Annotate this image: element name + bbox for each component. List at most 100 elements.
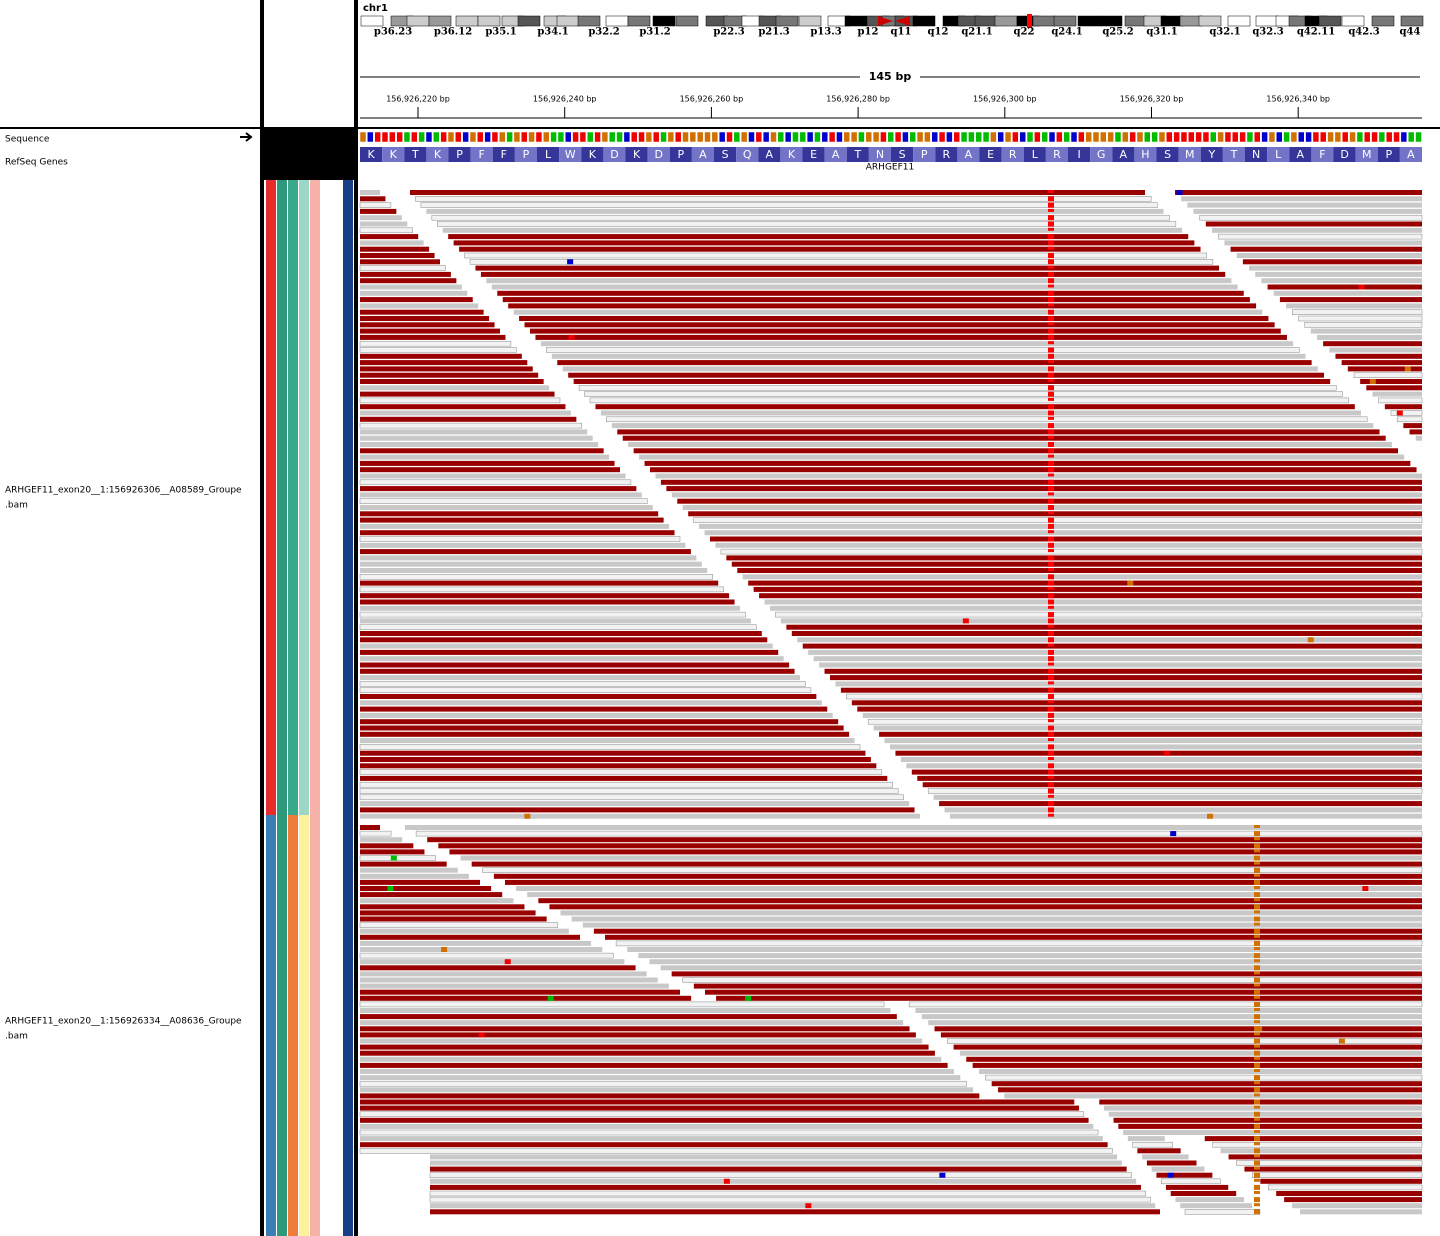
base — [586, 131, 594, 143]
mismatch — [1404, 366, 1411, 372]
read — [360, 668, 795, 674]
amino-acid — [1377, 147, 1400, 162]
read — [360, 511, 659, 517]
base — [990, 131, 997, 143]
amino-acid-label: P — [921, 148, 928, 161]
amino-acid-label: P — [523, 148, 530, 161]
variant — [1254, 1008, 1260, 1011]
base — [411, 131, 418, 143]
variant — [1048, 498, 1054, 504]
read — [549, 904, 1422, 910]
base — [403, 131, 411, 143]
base — [799, 131, 807, 143]
track-name: RefSeq Genes — [5, 158, 68, 168]
amino-acid-label: K — [589, 148, 597, 161]
read — [606, 416, 1368, 423]
cytoband — [1032, 15, 1056, 27]
cytoband — [994, 15, 1018, 27]
read — [650, 467, 1417, 473]
base — [931, 131, 938, 143]
base — [667, 131, 675, 143]
read — [360, 196, 386, 202]
base — [865, 131, 873, 143]
amino-acid — [736, 147, 759, 162]
read — [1267, 284, 1422, 290]
variant — [1048, 744, 1054, 750]
base — [836, 131, 843, 143]
read — [593, 928, 1422, 934]
mismatch — [805, 1203, 812, 1209]
read — [482, 867, 1423, 873]
read — [360, 675, 800, 681]
read — [360, 643, 773, 649]
amino-acid-label: S — [899, 148, 906, 161]
amino-acid — [1090, 147, 1113, 162]
variant — [1048, 284, 1054, 288]
read — [360, 190, 380, 195]
amino-acid — [581, 147, 604, 162]
read — [535, 334, 1287, 340]
read — [628, 442, 1392, 447]
read — [430, 1154, 1118, 1160]
read — [780, 618, 1422, 624]
base — [477, 131, 484, 143]
mismatch — [568, 334, 575, 340]
base — [726, 131, 733, 143]
cytoband-label: q42.3 — [1348, 27, 1379, 38]
read — [448, 234, 1189, 240]
read — [359, 1080, 967, 1087]
read — [360, 662, 790, 668]
read — [742, 574, 1422, 580]
amino-acid-label: F — [501, 148, 507, 161]
variant — [1254, 1099, 1260, 1105]
attribute — [266, 815, 276, 1236]
read — [966, 1056, 1422, 1062]
amino-acid — [913, 147, 936, 162]
read — [359, 1001, 885, 1008]
read — [527, 892, 1422, 898]
variant — [1254, 855, 1260, 861]
mismatch — [1127, 580, 1134, 586]
variant — [1048, 467, 1054, 473]
base — [572, 131, 579, 143]
read — [1378, 397, 1423, 404]
read — [360, 807, 915, 813]
base — [1063, 131, 1070, 143]
base — [1276, 131, 1283, 143]
read — [933, 794, 1422, 800]
variant — [1048, 473, 1054, 477]
read — [360, 843, 414, 849]
amino-acid — [846, 147, 869, 162]
variant — [1048, 643, 1054, 647]
amino-acid-label: P — [456, 148, 463, 161]
cytoband — [1227, 15, 1251, 27]
base — [1085, 131, 1092, 143]
base — [887, 131, 895, 143]
amino-acid — [1134, 147, 1157, 162]
base — [1056, 131, 1063, 143]
read — [360, 385, 550, 391]
read — [360, 725, 844, 731]
read — [737, 568, 1422, 573]
base — [374, 131, 381, 143]
read — [1409, 429, 1422, 435]
read — [617, 429, 1380, 435]
read — [1360, 379, 1422, 384]
variant — [1048, 208, 1054, 212]
cytoband-label: p35.1 — [485, 27, 516, 38]
read — [753, 586, 1422, 592]
amino-acid — [559, 147, 582, 162]
base — [1349, 131, 1356, 143]
read — [928, 1020, 1422, 1026]
read — [360, 1087, 974, 1093]
read — [1181, 196, 1422, 202]
variant — [1254, 934, 1260, 938]
base — [1151, 131, 1158, 143]
read — [429, 1190, 1146, 1197]
read — [360, 959, 625, 965]
read — [1242, 259, 1422, 265]
cytoband — [1160, 15, 1184, 27]
variant — [1048, 234, 1054, 240]
read — [360, 706, 828, 712]
variant — [1254, 837, 1260, 841]
